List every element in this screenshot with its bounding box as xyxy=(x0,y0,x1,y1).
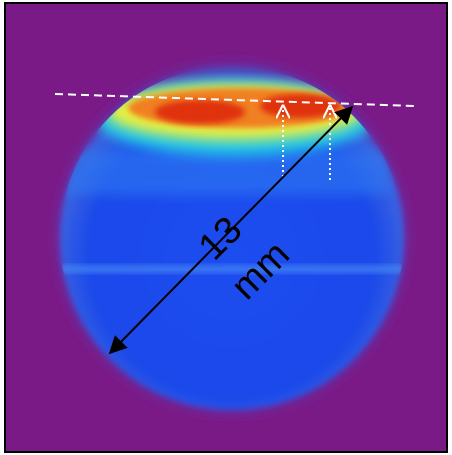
reference-line xyxy=(54,93,416,107)
dimension-arrow xyxy=(108,105,354,355)
